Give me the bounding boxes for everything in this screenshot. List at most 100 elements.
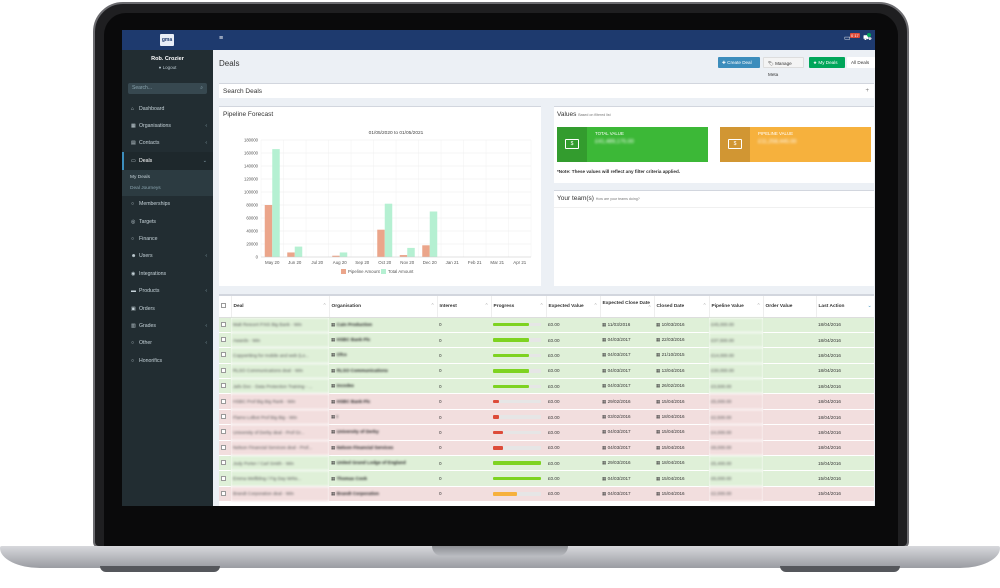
deal-name[interactable]: University of Derby deal - Prof Gr... — [231, 424, 329, 441]
sidebar-item-memberships[interactable]: ○ Memberships — [122, 196, 213, 213]
column-header-closed-date[interactable]: Closed Date ⌃ — [654, 296, 710, 318]
sidebar-item-deals[interactable]: ▭ Deals ⌄ — [122, 152, 213, 170]
sidebar-item-users[interactable]: ☻ Users ‹ — [122, 248, 213, 265]
table-row[interactable]: Jafo Doc - Data Protection Training - ..… — [219, 378, 874, 395]
sidebar-item-orders[interactable]: ▣ Orders — [122, 300, 213, 317]
my-deals-button[interactable]: ★ My Deals — [809, 57, 845, 68]
organisation-name[interactable]: RLSO Communications — [336, 367, 388, 373]
manage-meta-button[interactable]: 🏷 Manage Meta — [763, 57, 804, 77]
row-checkbox[interactable] — [219, 440, 231, 457]
organisation-name[interactable]: Brandt Corporation — [336, 490, 379, 496]
organisation-name[interactable]: Nelson Financial Services — [336, 444, 394, 450]
column-header-deal[interactable]: Deal ⌃ — [231, 296, 330, 318]
table-row[interactable]: Jody Porter / Carl Smith - Win ▦ United G… — [219, 455, 874, 472]
row-checkbox[interactable] — [219, 455, 231, 472]
notifications-button[interactable]: ▭ 0 17 — [844, 33, 860, 44]
sidebar-item-deal-journeys[interactable]: Deal Journeys — [130, 185, 161, 191]
table-row[interactable]: HSBC Prof Big Big Rank - Win ▦ HSBC Bank … — [219, 393, 874, 410]
deal-name[interactable]: Brandt Corporation deal - Win — [231, 486, 329, 503]
table-row[interactable]: Copywriting for mobile and web (Lo... ▦ O… — [219, 347, 874, 364]
row-checkbox[interactable] — [219, 393, 231, 410]
search-icon[interactable]: ⌕ — [200, 85, 203, 91]
calendar-icon: ▦ — [656, 383, 662, 389]
deal-name[interactable]: Malt Rescert P.NS Big Bank - Win — [231, 317, 329, 333]
sidebar-item-finance[interactable]: ○ Finance — [122, 230, 213, 247]
sidebar-search-input[interactable]: Search... ⌕ — [128, 83, 207, 94]
table-row[interactable]: Brandt Corporation deal - Win ▦ Brandt Co… — [219, 486, 874, 503]
column-header-organisation[interactable]: Organisation ⌃ — [329, 296, 438, 318]
create-deal-button[interactable]: ✚ Create Deal — [718, 57, 760, 68]
deal-name[interactable]: Jody Porter / Carl Smith - Win — [231, 455, 329, 472]
sidebar-item-label: Honorifics — [139, 357, 163, 364]
sidebar-item-other[interactable]: ○ Other ‹ — [122, 335, 213, 352]
sidebar-item-integrations[interactable]: ◉ Integrations — [122, 265, 213, 282]
all-deals-button[interactable]: All Deals — [847, 57, 875, 68]
deal-name[interactable]: Nelson Financial Services deal - Prof... — [231, 440, 329, 457]
organisation-name[interactable]: I — [336, 414, 338, 420]
expand-icon[interactable]: + — [865, 88, 869, 94]
column-header-interest[interactable]: Interest ⌃ — [437, 296, 492, 318]
chevron-icon: ‹ — [205, 322, 207, 329]
row-checkbox[interactable] — [219, 486, 231, 503]
table-row[interactable]: Malt Rescert P.NS Big Bank - Win ▦ Cain P… — [219, 317, 874, 333]
calendar-icon: ▦ — [602, 429, 608, 435]
deal-name[interactable]: Flamo Lolbot Prof Big Big - Win — [231, 409, 329, 426]
deal-name[interactable]: RLSO Communications deal - Win — [231, 363, 329, 380]
deal-name[interactable]: HSBC Prof Big Big Rank - Win — [231, 393, 329, 410]
y-tick-label: 80000 — [246, 203, 258, 208]
row-checkbox[interactable] — [219, 363, 231, 380]
logout-link[interactable]: ● Logout — [158, 65, 177, 70]
organisation-name[interactable]: Incodes — [336, 383, 354, 389]
row-checkbox[interactable] — [219, 378, 231, 395]
column-header-expected-value[interactable]: Expected Value ⌃ — [546, 296, 601, 318]
row-checkbox[interactable] — [219, 332, 231, 349]
hamburger-icon[interactable]: ≡ — [219, 35, 224, 42]
deal-name[interactable]: Jafo Doc - Data Protection Training - ..… — [231, 378, 329, 395]
select-all-checkbox[interactable] — [219, 296, 232, 318]
row-checkbox[interactable] — [219, 347, 231, 364]
sidebar-item-dashboard[interactable]: ⌂ Dashboard — [122, 100, 213, 117]
row-checkbox[interactable] — [219, 470, 231, 487]
sidebar-item-targets[interactable]: ◎ Targets — [122, 213, 213, 230]
table-row[interactable]: Flamo Lolbot Prof Big Big - Win ▦ I 0 £0.00… — [219, 409, 874, 426]
organisation-name[interactable]: Cain Production — [336, 321, 373, 327]
cart-button[interactable]: ⛟ — [863, 33, 872, 43]
table-row[interactable]: Awards - Win ▦ HSBC Bank Plc 0 £0.00 ▦ 04/03… — [219, 332, 874, 349]
row-checkbox[interactable] — [219, 409, 231, 426]
table-row[interactable]: Nelson Financial Services deal - Prof...… — [219, 440, 874, 457]
sidebar-item-honorifics[interactable]: ○ Honorifics — [122, 352, 213, 369]
deal-name[interactable]: Awards - Win — [231, 332, 329, 349]
organisation-name[interactable]: United Grand Lodge of England — [336, 460, 406, 466]
sidebar-item-organisations[interactable]: ▦ Organisations ‹ — [122, 117, 213, 134]
deal-name[interactable]: Emma Wellbling / Fig Day Wrks... — [231, 470, 329, 487]
organisation-name[interactable]: Thomas Cook — [336, 475, 367, 481]
table-row[interactable]: University of Derby deal - Prof Gr... ▦ U… — [219, 424, 874, 441]
sidebar-item-contacts[interactable]: ▤ Contacts ‹ — [122, 135, 213, 152]
organisation-name[interactable]: HSBC Bank Plc — [336, 337, 371, 343]
row-checkbox[interactable] — [219, 317, 231, 333]
chart-title: 01/05/2020 to 01/05/2021 — [369, 130, 424, 136]
app-logo[interactable]: gma — [160, 34, 174, 46]
table-row[interactable]: RLSO Communications deal - Win ▦ RLSO Com… — [219, 363, 874, 380]
total-value-box: $ TOTAL VALUE £41,489,175.00 — [557, 127, 708, 162]
column-header-expected-close-date[interactable]: Expected Close Date ⌃ — [600, 296, 655, 318]
progress-bar — [493, 369, 541, 373]
organisation-name[interactable]: HSBC Bank Plc — [336, 398, 371, 404]
column-header-pipeline-value[interactable]: Pipeline Value ⌃ — [709, 296, 764, 318]
interest: 0 — [437, 347, 491, 364]
progress-bar — [493, 461, 541, 465]
column-header-order-value[interactable]: Order Value — [763, 296, 817, 318]
column-header-last-action[interactable]: Last Action ⌄ — [816, 296, 874, 318]
sidebar-item-grades[interactable]: ▥ Grades ‹ — [122, 317, 213, 334]
organisation-name[interactable]: University of Derby — [336, 429, 379, 435]
column-header-progress[interactable]: Progress ⌃ — [491, 296, 547, 318]
progress-bar — [493, 384, 541, 388]
sidebar-item-my-deals[interactable]: My Deals — [130, 174, 150, 180]
organisation-name[interactable]: Ofcs — [336, 352, 347, 358]
sidebar-item-products[interactable]: ▬ Products ‹ — [122, 283, 213, 300]
search-deals-panel[interactable]: Search Deals + — [219, 83, 874, 98]
row-checkbox[interactable] — [219, 424, 231, 441]
deal-name[interactable]: Copywriting for mobile and web (Lo... — [231, 347, 329, 364]
interest: 0 — [437, 424, 491, 441]
table-row[interactable]: Emma Wellbling / Fig Day Wrks... ▦ Thomas… — [219, 470, 874, 487]
